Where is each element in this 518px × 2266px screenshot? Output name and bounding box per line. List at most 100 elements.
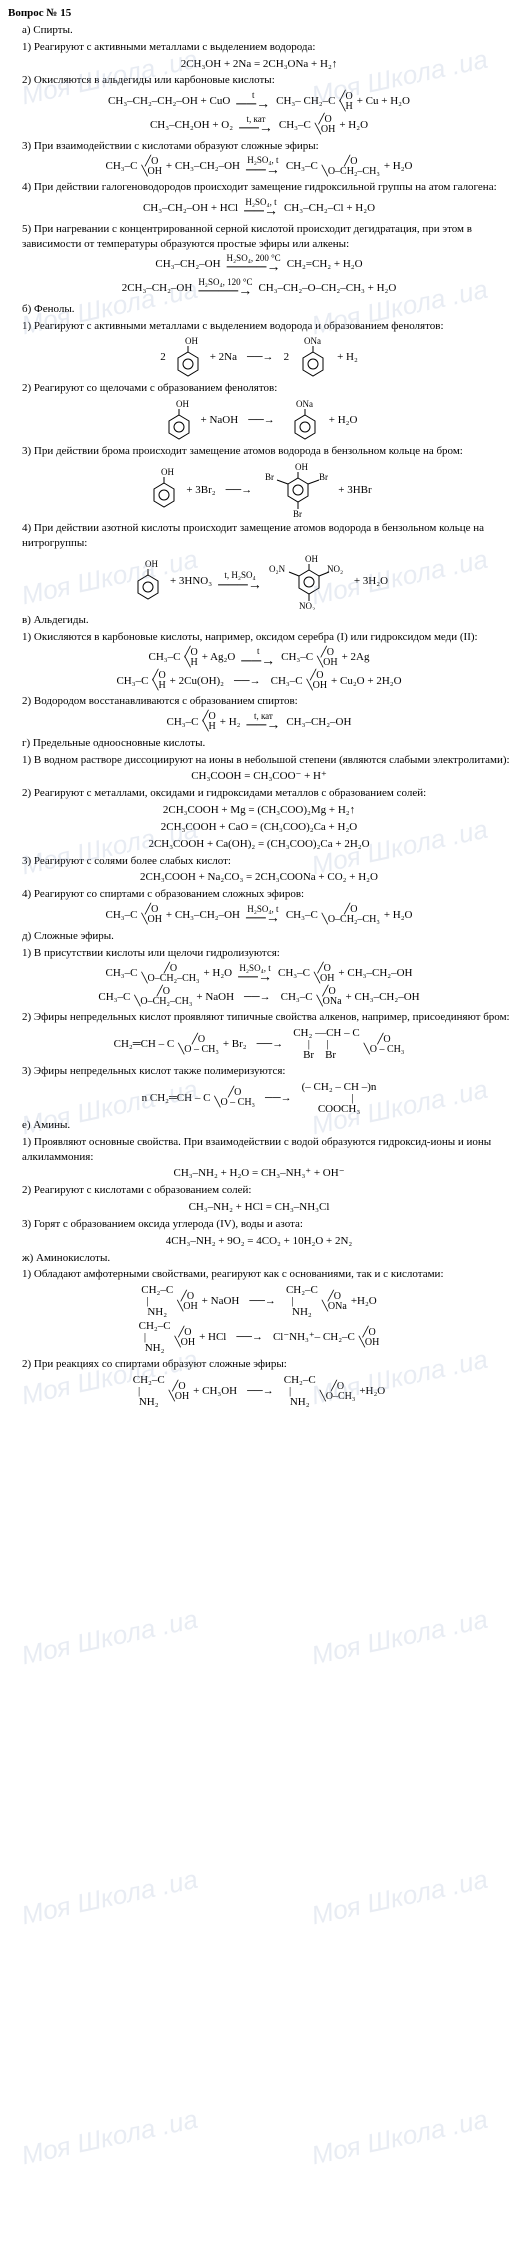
text: + Ag₂O xyxy=(202,650,236,665)
text: + Cu₂O + 2H₂O xyxy=(331,674,402,689)
e-eq3: n CH₂═CH – C ╱O╲O – CH₃ ──→ (– CH₂ – CH … xyxy=(8,1082,510,1115)
text: CH₃–C xyxy=(116,674,148,689)
text: CH₃–CH₂OH + O₂ xyxy=(150,118,233,133)
arrow: t, H₂SO₄───→ xyxy=(216,571,264,592)
text: CH₃–C xyxy=(279,118,311,133)
text: + H₂O xyxy=(329,413,358,428)
text: CH₃–CH₂–OH xyxy=(155,257,220,272)
aminoacid: CH₂–C | NH₂ xyxy=(141,1285,173,1318)
text: CH₃–C xyxy=(281,650,313,665)
text: CH₃–CH₂–CH₂–OH + CuO xyxy=(108,94,230,109)
group: ╱O╲O – CH₃ xyxy=(364,1035,405,1055)
group: ╱O╲H xyxy=(202,712,215,732)
arrow-icon: ──→ xyxy=(242,413,281,428)
b-p3: 3) При действии брома происходит замещен… xyxy=(8,444,510,459)
aminoacid: CH₂–C | NH₂ xyxy=(284,1375,316,1408)
text: +H₂O xyxy=(351,1294,377,1309)
g-eq1a: CH₂–C | NH₂ ╱O╲OH + NaOH ──→ CH₂–C | NH₂… xyxy=(8,1285,510,1318)
phenol-icon: OH xyxy=(146,467,182,513)
text: + CH₃–CH₂–OH xyxy=(166,908,240,923)
text: +H₂O xyxy=(359,1384,385,1399)
f-eq3: 4CH₃–NH₂ + 9O₂ = 4CO₂ + 10H₂O + 2N₂ xyxy=(8,1234,510,1249)
f-eq2: CH₃–NH₂ + HCl = CH₃–NH₃Cl xyxy=(8,1200,510,1215)
group: ╱O╲H xyxy=(184,648,197,668)
text: CH₃–C xyxy=(286,159,318,174)
svg-text:OH: OH xyxy=(305,554,318,564)
text: + 3Br₂ xyxy=(186,483,215,498)
svg-text:Br: Br xyxy=(319,472,328,482)
group: ╱O╲OH xyxy=(307,671,327,691)
svg-text:O₂N: O₂N xyxy=(269,564,286,574)
group: ╱O╲OH xyxy=(359,1328,379,1348)
section-e-head: д) Сложные эфиры. xyxy=(8,929,510,944)
svg-text:OH: OH xyxy=(176,399,189,409)
arrow-icon: ──→ xyxy=(251,1037,290,1052)
text: CH₃–C xyxy=(278,966,310,981)
svg-text:Br: Br xyxy=(265,472,274,482)
d-p1: 1) В водном растворе диссоциируют на ион… xyxy=(8,753,510,768)
text: + H₂O xyxy=(384,908,413,923)
phenol-icon: OH xyxy=(130,559,166,605)
text: + 3HBr xyxy=(338,483,371,498)
svg-text:OH: OH xyxy=(145,559,158,569)
c-p1: 1) Окисляются в карбоновые кислоты, напр… xyxy=(8,630,510,645)
a-p1: 1) Реагируют с активными металлами с выд… xyxy=(8,40,510,55)
text: CH₃–C xyxy=(149,650,181,665)
arrow: H₂SO₄, t──→ xyxy=(242,198,280,219)
b-eq1: 2 OH + 2Na ──→ 2 ONa + H₂ xyxy=(8,336,510,378)
aminoacid: CH₂–C | NH₂ xyxy=(133,1375,165,1408)
group: ╱O╲OH xyxy=(169,1382,189,1402)
svg-text:NO₂: NO₂ xyxy=(299,601,315,610)
group: ╱O╲O – CH₃ xyxy=(214,1088,255,1108)
text: + NaOH xyxy=(196,990,234,1005)
section-c-head: в) Альдегиды. xyxy=(8,613,510,628)
cooh-group: ╱O╲OH xyxy=(315,115,335,135)
group: ╱O╲OH xyxy=(177,1292,197,1312)
group: ╱O╲O–CH₂–CH₃ xyxy=(141,964,199,984)
e-p1: 1) В присутствии кислоты или щелочи гидр… xyxy=(8,946,510,961)
a-eq1: 2CH₃OH + 2Na = 2CH₃ONa + H₂↑ xyxy=(8,57,510,72)
group: ╱O╲OH xyxy=(314,964,334,984)
d-p3: 3) Реагируют с солями более слабых кисло… xyxy=(8,854,510,869)
text: + 3H₂O xyxy=(354,574,388,589)
text: CH₃–C xyxy=(105,966,137,981)
text: CH₃–C xyxy=(286,908,318,923)
phenol-icon: OH xyxy=(170,336,206,378)
f-p3: 3) Горят с образованием оксида углерода … xyxy=(8,1217,510,1232)
f-eq1: CH₃–NH₂ + H₂O = CH₃–NH₃⁺ + OH⁻ xyxy=(8,1166,510,1181)
cooh-group: ╱O╲H xyxy=(339,92,352,112)
b-eq2: OH + NaOH ──→ ONa + H₂O xyxy=(8,399,510,441)
text: CH₃–C xyxy=(105,159,137,174)
a-p4: 4) При действии галогеноводородов происх… xyxy=(8,180,510,195)
group: ╱O╲ONa xyxy=(322,1292,347,1312)
arrow: H₂SO₄, t──→ xyxy=(244,905,282,926)
trinitrophenol-icon: OH O₂N NO₂ NO₂ xyxy=(268,554,350,610)
d-eq1: CH₃COOH = CH₃COO⁻ + H⁺ xyxy=(8,769,510,784)
text: + 2Ag xyxy=(342,650,370,665)
text: CH₃–CH₂–O–CH₂–CH₃ + H₂O xyxy=(258,281,396,296)
text: CH₃–C xyxy=(105,908,137,923)
group: ╱O╲O–CH₂–CH₃ xyxy=(322,905,380,925)
d-eq4: CH₃–C ╱O╲OH + CH₃–CH₂–OH H₂SO₄, t──→ CH₃… xyxy=(8,905,510,926)
d-eq2c: 2CH₃COOH + Ca(OH)₂ = (CH₃COO)₂Ca + 2H₂O xyxy=(8,837,510,852)
svg-text:OH: OH xyxy=(161,467,174,477)
a-p3: 3) При взаимодействии с кислотами образу… xyxy=(8,139,510,154)
arrow-icon: ──→ xyxy=(241,350,280,365)
arrow: t──→ xyxy=(239,647,277,668)
section-a-head: а) Спирты. xyxy=(8,23,510,38)
a-eq2b: CH₃–CH₂OH + O₂ t, кат──→ CH₃–C ╱O╲OH + H… xyxy=(8,115,510,136)
text: + H₂O xyxy=(203,966,232,981)
group: ╱O╲O – CH₃ xyxy=(178,1035,219,1055)
svg-text:OH: OH xyxy=(295,462,308,472)
phenol-icon: OH xyxy=(161,399,197,441)
arrow-icon: ──→ xyxy=(259,1091,298,1106)
text: 2CH₃–CH₂–OH xyxy=(122,281,193,296)
d-eq3: 2CH₃COOH + Na₂CO₃ = 2CH₃COONa + CO₂ + H₂… xyxy=(8,870,510,885)
svg-text:ONa: ONa xyxy=(304,336,321,346)
text: CH₃–C xyxy=(167,715,199,730)
c-eq1b: CH₃–C ╱O╲H + 2Cu(OH)₂ ──→ CH₃–C ╱O╲OH + … xyxy=(8,671,510,691)
a-eq4: CH₃–CH₂–OH + HCl H₂SO₄, t──→ CH₃–CH₂–Cl … xyxy=(8,198,510,219)
text: CH₃–CH₂–OH xyxy=(286,715,351,730)
polymer: (– CH₂ – CH –)n | COOCH₃ xyxy=(302,1082,377,1115)
group: ╱O╲OH xyxy=(175,1328,195,1348)
